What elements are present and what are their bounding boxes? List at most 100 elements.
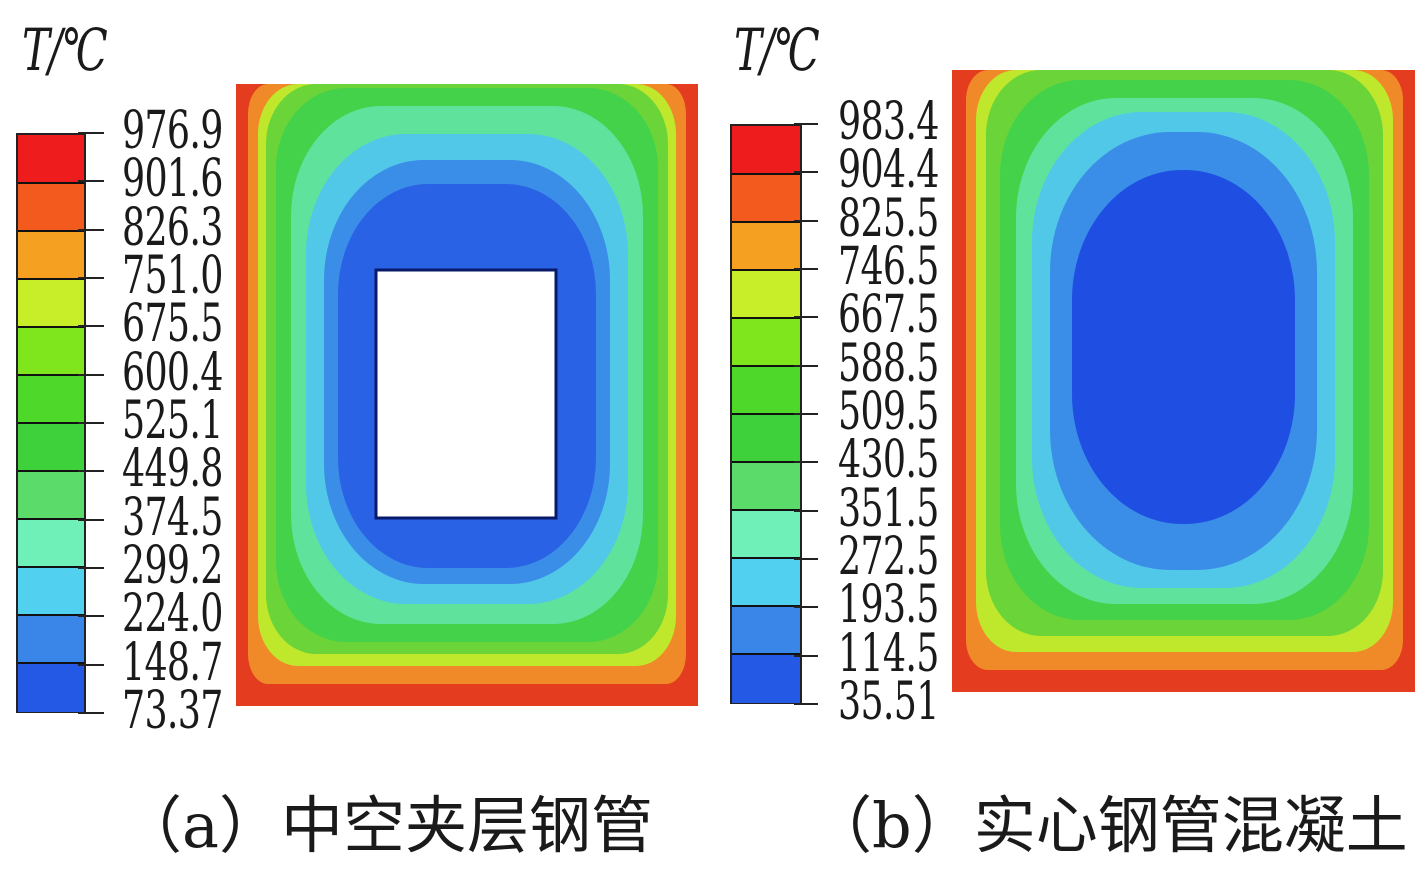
legend-tick [78,567,104,569]
temperature-unit-label: T/℃ [734,16,820,84]
legend-tick [78,422,104,424]
legend-value-label: 751.0 [122,246,223,306]
legend-tick [78,325,104,328]
legend-band [18,375,84,424]
legend-tick [794,654,818,657]
legend-value-label: 746.5 [838,237,939,297]
legend-band [18,615,84,664]
legend-value-label: 114.5 [838,623,939,684]
legend-band [18,519,84,568]
temperature-field-solid [952,70,1415,692]
legend-tick [78,228,104,231]
legend-band-separator [732,173,800,175]
legend-value-label: 588.5 [838,333,939,394]
legend-band [18,471,84,520]
legend-tick [78,663,104,666]
legend-tick [794,558,818,560]
legend-tick [794,219,818,222]
legend-value-label: 374.5 [122,487,223,548]
legend-band-separator [18,278,84,280]
legend-band-separator [18,230,84,232]
temperature-legend-bar [16,133,86,713]
legend-value-label: 600.4 [122,342,223,403]
temperature-unit-label: T/℃ [22,16,108,84]
legend-value-label: 901.6 [122,149,223,210]
legend-tick [78,132,104,134]
legend-value-label: 193.5 [838,575,939,636]
legend-band [732,318,800,367]
legend-band-separator [732,413,800,415]
legend-value-label: 983.4 [838,92,939,152]
legend-band-separator [18,518,84,520]
legend-band-separator [18,662,84,664]
hollow-core [374,268,558,520]
legend-band-separator [732,317,800,319]
legend-band [18,663,84,712]
legend-value-label: 351.5 [838,478,939,539]
legend-band-separator [18,374,84,376]
legend-band [732,462,800,511]
legend-value-label: 73.37 [122,681,223,741]
legend-tick [794,509,818,512]
legend-value-label: 667.5 [838,285,939,346]
legend-band-separator [732,269,800,271]
legend-tick [794,606,818,609]
legend-band-separator [18,422,84,424]
legend-value-label: 224.0 [122,584,223,645]
temperature-field-hollow [236,84,698,706]
legend-band [18,231,84,280]
legend-value-label: 449.8 [122,439,223,500]
legend-band [18,327,84,376]
legend-value-label: 272.5 [838,527,939,587]
legend-band-separator [732,653,800,655]
legend-tick [794,413,818,415]
legend-tick [794,364,818,367]
legend-band [732,606,800,655]
legend-value-label: 904.4 [838,140,939,201]
legend-band-separator [732,461,800,463]
legend-tick [794,123,818,125]
caption-b: （b）实心钢管混凝土 [810,789,1408,862]
legend-tick [78,470,104,473]
legend-band [732,366,800,415]
legend-band-separator [18,182,84,184]
legend-value-label: 976.9 [122,101,223,161]
legend-tick [794,316,818,319]
legend-tick [78,518,104,521]
legend-band [18,183,84,232]
legend-band-separator [18,470,84,472]
legend-value-label: 826.3 [122,197,223,258]
legend-tick [78,180,104,183]
legend-value-label: 35.51 [838,672,939,732]
legend-band [18,423,84,472]
panel-solid-cfst: T/℃ 983.4 904.4 825.5 746.5 667.5 588.5 509.5 4… [712,0,1417,874]
legend-band [732,414,800,463]
legend-band-separator [18,566,84,568]
legend-tick [78,712,104,714]
legend-value-label: 675.5 [122,294,223,355]
caption-a: （a）中空夹层钢管 [120,789,653,862]
legend-band-separator [732,557,800,559]
legend-band-separator [732,605,800,607]
legend-value-label: 299.2 [122,536,223,596]
legend-tick [78,373,104,376]
temperature-contour-zone [1072,170,1295,524]
legend-band-separator [18,614,84,616]
legend-tick [78,277,104,279]
legend-tick [794,703,818,705]
legend-value-label: 148.7 [122,632,223,693]
legend-band [18,279,84,328]
legend-band-separator [732,509,800,511]
legend-value-label: 509.5 [838,382,939,442]
legend-tick [794,268,818,270]
legend-tick [794,171,818,174]
legend-band [732,174,800,223]
legend-band-separator [732,221,800,223]
legend-band [732,510,800,559]
temperature-legend-bar [730,124,802,704]
legend-band [732,126,800,175]
legend-band [18,567,84,616]
legend-band-separator [732,365,800,367]
legend-band [732,558,800,607]
legend-band [732,270,800,319]
